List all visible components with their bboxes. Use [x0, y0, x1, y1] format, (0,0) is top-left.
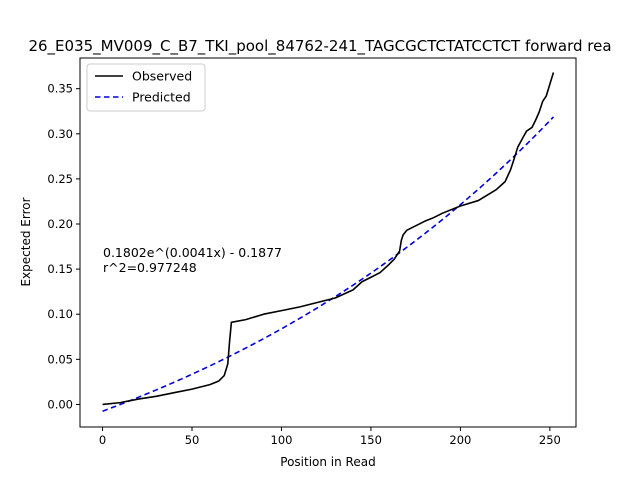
- series-line-predicted: [102, 116, 555, 412]
- x-axis-label: Position in Read: [280, 455, 375, 469]
- x-tick-label: 50: [185, 433, 200, 447]
- plot-area: [102, 72, 555, 412]
- y-tick-label: 0.20: [47, 217, 73, 231]
- x-tick-label: 200: [449, 433, 471, 447]
- series-line-observed: [102, 72, 555, 406]
- y-tick-label: 0.15: [47, 262, 73, 276]
- y-axis: 0.00 0.05 0.10 0.15 0.20 0.25 0.30 0.35: [47, 82, 80, 411]
- legend-label-observed: Observed: [132, 69, 192, 84]
- r-squared-annotation: r^2=0.977248: [103, 260, 197, 275]
- y-tick-label: 0.25: [47, 172, 73, 186]
- y-tick-label: 0.05: [47, 352, 73, 366]
- y-tick-label: 0.10: [47, 307, 73, 321]
- x-tick-label: 100: [271, 433, 293, 447]
- y-tick-label: 0.00: [47, 397, 73, 411]
- chart-title: 26_E035_MV009_C_B7_TKI_pool_84762-241_TA…: [28, 37, 611, 56]
- x-axis: 0 50 100 150 200 250: [99, 427, 561, 447]
- y-tick-label: 0.30: [47, 127, 73, 141]
- y-tick-label: 0.35: [47, 82, 73, 96]
- x-tick-label: 250: [539, 433, 561, 447]
- legend: Observed Predicted: [86, 63, 206, 112]
- plot-frame: [79, 57, 577, 428]
- x-tick-label: 150: [360, 433, 382, 447]
- x-tick-label: 0: [99, 433, 106, 447]
- legend-label-predicted: Predicted: [132, 90, 191, 105]
- y-axis-label: Expected Error: [19, 197, 33, 286]
- fit-equation-annotation: 0.1802e^(0.0041x) - 0.1877: [103, 245, 282, 260]
